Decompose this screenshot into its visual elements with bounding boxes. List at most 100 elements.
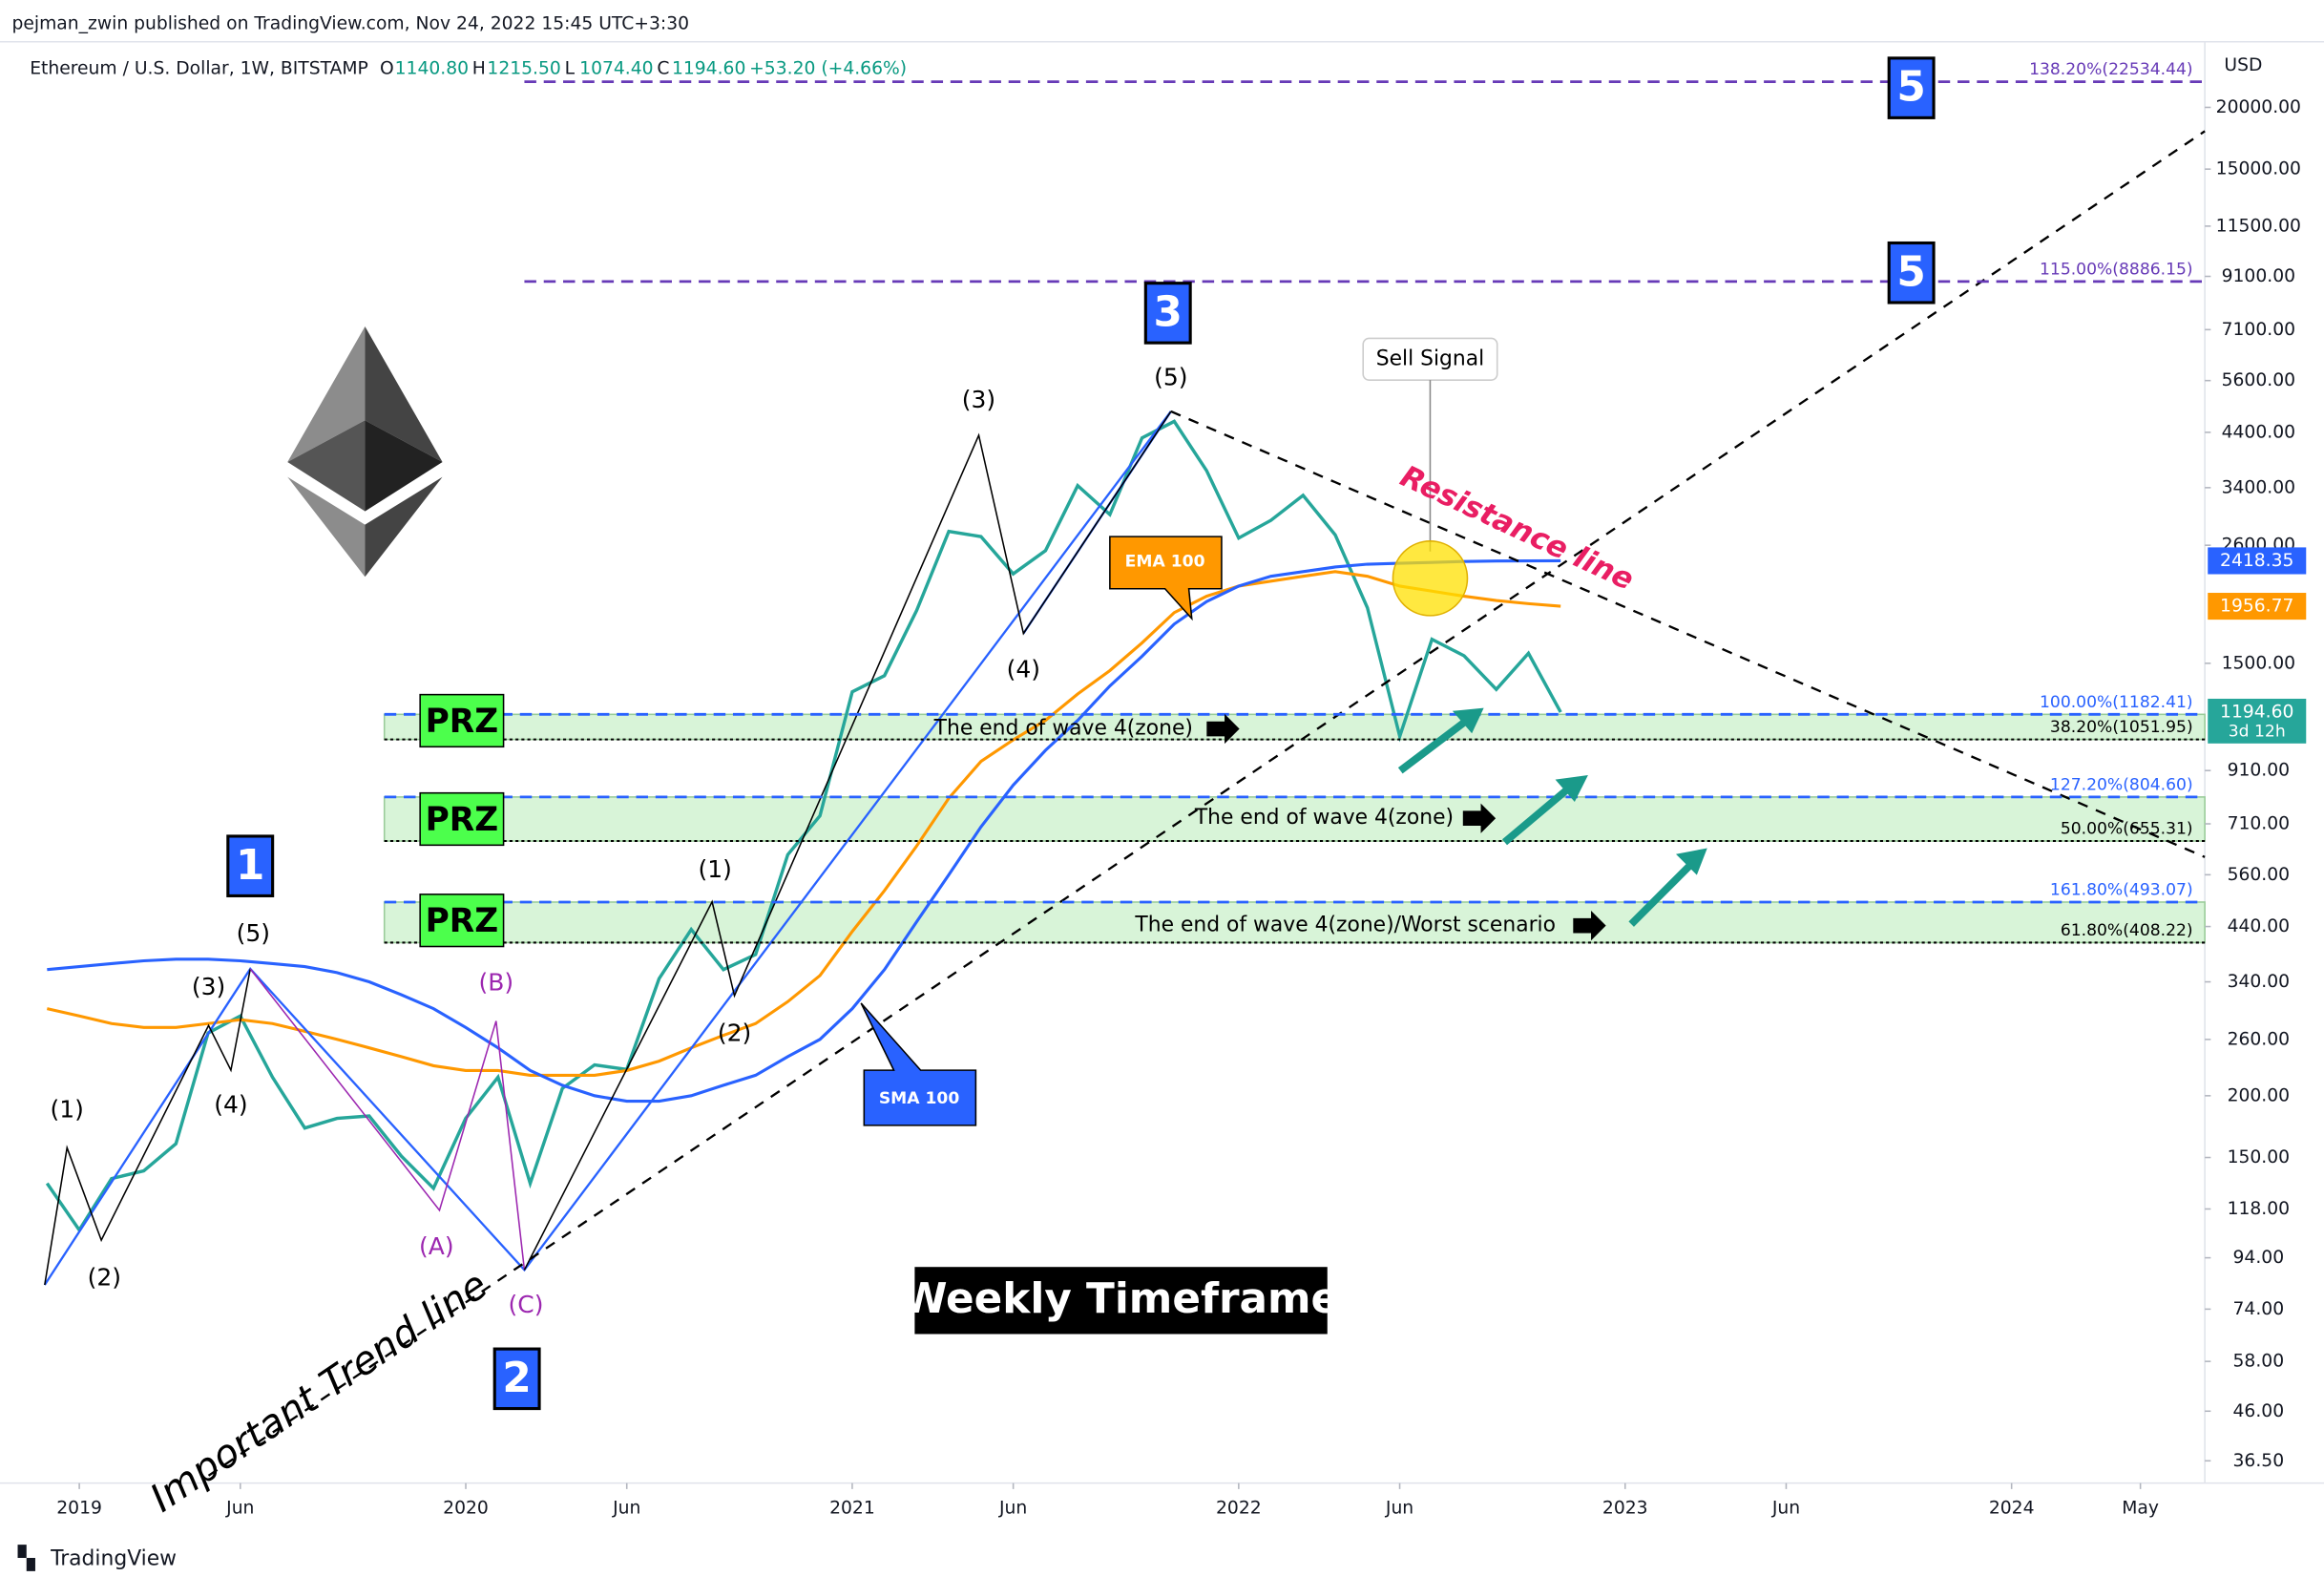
- price-tag-label: 2418.35: [2220, 551, 2293, 571]
- prz-zone: [383, 713, 2206, 741]
- price-tag-label: 1194.60: [2220, 703, 2293, 723]
- indicator-line: [46, 570, 1561, 1077]
- ohlc-value: 1215.50: [487, 58, 560, 78]
- y-tick-label: 46.00: [2233, 1401, 2285, 1421]
- y-tick-label: 36.50: [2233, 1451, 2285, 1471]
- timeframe: Weekly Timeframe: [901, 1274, 1339, 1323]
- wave-label: (2): [88, 1264, 121, 1292]
- y-tick-label: 260.00: [2228, 1029, 2290, 1049]
- x-tick-label: Jun: [998, 1499, 1027, 1519]
- price-tag-label: 1956.77: [2220, 597, 2293, 617]
- y-tick-label: 3400.00: [2222, 477, 2295, 497]
- ohlc-key: O: [380, 58, 394, 78]
- brand: TradingView: [50, 1546, 177, 1570]
- x-tick-label: 2021: [829, 1499, 875, 1519]
- x-tick-label: 2022: [1216, 1499, 1262, 1519]
- y-tick-label: 4400.00: [2222, 422, 2295, 442]
- wave-label: (4): [214, 1091, 247, 1119]
- publisher: pejman_zwin published on TradingView.com…: [11, 13, 689, 33]
- y-tick-label: 200.00: [2228, 1085, 2290, 1105]
- footer: ▚ TradingView: [17, 1545, 177, 1571]
- y-tick-label: 560.00: [2228, 865, 2290, 885]
- wave-box: 3: [1154, 287, 1183, 336]
- x-tick-label: Jun: [1771, 1499, 1800, 1519]
- y-tick-label: 11500.00: [2216, 216, 2301, 236]
- y-unit: USD: [2224, 55, 2262, 75]
- wave-label: (A): [419, 1232, 454, 1260]
- zone-note: The end of wave 4(zone): [1194, 806, 1454, 830]
- fib-label: 61.80%(408.22): [2061, 921, 2193, 940]
- x-tick-label: Jun: [225, 1499, 254, 1519]
- x-tick-label: 2020: [443, 1499, 489, 1519]
- x-tick-label: Jun: [612, 1499, 640, 1519]
- wave-label: (2): [718, 1020, 751, 1047]
- price-tag: [2208, 593, 2307, 620]
- wave-box: 2: [502, 1354, 531, 1402]
- zones: [383, 713, 2206, 944]
- y-tick-label: 710.00: [2228, 814, 2290, 834]
- price-tag: [2208, 547, 2307, 575]
- ohlc-value: 1074.40: [579, 58, 653, 78]
- x-tick-label: 2023: [1602, 1499, 1648, 1519]
- zone-note: The end of wave 4(zone): [933, 717, 1193, 741]
- wave-label: (1): [51, 1095, 84, 1123]
- svg-text:▚: ▚: [17, 1545, 36, 1571]
- y-tick-label: 440.00: [2228, 916, 2290, 936]
- symbol: Ethereum / U.S. Dollar, 1W, BITSTAMP: [30, 58, 368, 78]
- ohlc-key: H: [472, 58, 486, 78]
- wave-label: (3): [962, 386, 995, 413]
- axes: 36.50 46.00 58.00 74.00 94.00 118.00 150.00 200…: [56, 97, 2307, 1519]
- sell-signal: Sell Signal: [1376, 347, 1484, 370]
- y-tick-label: 150.00: [2228, 1147, 2290, 1167]
- fib-label: 50.00%(655.31): [2061, 820, 2193, 839]
- x-tick-label: Jun: [1385, 1499, 1413, 1519]
- prz-label: PRZ: [426, 902, 498, 940]
- y-tick-label: 94.00: [2233, 1248, 2285, 1268]
- price-tag: [2208, 698, 2307, 744]
- x-tick-label: 2019: [56, 1499, 102, 1519]
- wave-box: 5: [1896, 63, 1925, 112]
- y-tick-label: 7100.00: [2222, 320, 2295, 340]
- price-tag-sub: 3d 12h: [2229, 722, 2286, 741]
- y-tick-label: 58.00: [2233, 1352, 2285, 1372]
- y-tick-label: 15000.00: [2216, 159, 2301, 179]
- fib-label: 100.00%(1182.41): [2040, 693, 2193, 712]
- fib-label: 115.00%(8886.15): [2040, 260, 2193, 279]
- y-tick-label: 1500.00: [2222, 653, 2295, 673]
- ohlc-key: L: [565, 58, 576, 78]
- wave-label: (1): [699, 855, 732, 883]
- zone-note: The end of wave 4(zone)/Worst scenario: [1134, 914, 1556, 937]
- indicator-line: [47, 558, 1561, 1104]
- wave-label: (C): [509, 1291, 544, 1318]
- x-tick-label: May: [2122, 1499, 2159, 1519]
- prz-zone: [383, 796, 2206, 842]
- ohlc-value: 1194.60: [672, 58, 745, 78]
- wave-label: (5): [1154, 364, 1187, 391]
- ema-callout: EMA 100: [1125, 553, 1205, 572]
- wave-label: (5): [237, 919, 270, 947]
- wave-box: 1: [236, 841, 264, 890]
- wave-label: (B): [478, 969, 513, 997]
- wave-box: 5: [1896, 247, 1925, 296]
- y-tick-label: 74.00: [2233, 1299, 2285, 1319]
- y-tick-label: 118.00: [2228, 1199, 2290, 1219]
- y-tick-label: 20000.00: [2216, 97, 2301, 117]
- fib-label: 138.20%(22534.44): [2029, 60, 2193, 79]
- y-tick-label: 910.00: [2228, 761, 2290, 781]
- fib-label: 161.80%(493.07): [2050, 880, 2193, 899]
- prz-label: PRZ: [426, 703, 498, 741]
- prz-zone: [383, 901, 2206, 944]
- y-tick-label: 340.00: [2228, 972, 2290, 992]
- change: +53.20 (+4.66%): [749, 58, 907, 78]
- y-tick-label: 9100.00: [2222, 266, 2295, 286]
- wave-label: (4): [1007, 656, 1040, 683]
- fib-label: 127.20%(804.60): [2050, 775, 2193, 794]
- wave-label: (3): [192, 973, 225, 1000]
- y-tick-label: 5600.00: [2222, 370, 2295, 390]
- ohlc-value: 1140.80: [395, 58, 469, 78]
- ohlc: O 1140.80 H 1215.50 L 1074.40 C 1194.60 +53.20 (…: [380, 58, 907, 78]
- prz-label: PRZ: [426, 801, 498, 839]
- sma-callout: SMA 100: [879, 1089, 960, 1108]
